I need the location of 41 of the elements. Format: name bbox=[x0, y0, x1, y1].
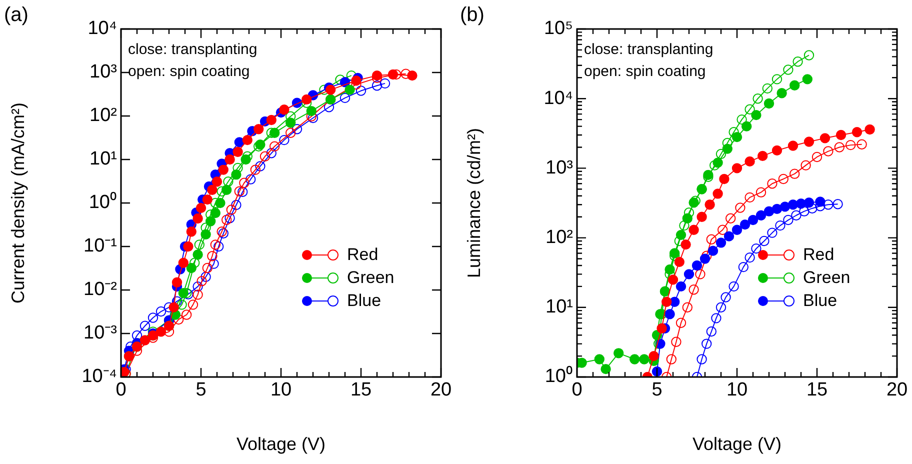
y-tick-label: 10⁴ bbox=[544, 88, 573, 109]
y-tick-label: 10¹ bbox=[546, 296, 573, 318]
y-tick-label: 10⁵ bbox=[544, 18, 573, 40]
y-tick-label: 10³ bbox=[546, 157, 573, 178]
x-axis-title: Voltage (V) bbox=[692, 434, 782, 454]
y-tick-label: 10² bbox=[546, 227, 573, 248]
legend-label: Red bbox=[347, 244, 378, 264]
y-tick-label: 10⁻³ bbox=[84, 322, 117, 344]
y-tick-label: 10⁻² bbox=[84, 279, 117, 300]
y-tick-label: 10⁻¹ bbox=[84, 236, 117, 257]
legend-label: Green bbox=[803, 268, 850, 288]
x-axis-title: Voltage (V) bbox=[236, 434, 326, 454]
y-tick-label: 10³ bbox=[90, 62, 117, 83]
x-tick-label: 20 bbox=[430, 380, 452, 401]
x-tick-label: 0 bbox=[116, 380, 126, 401]
legend-label: Blue bbox=[803, 290, 838, 310]
y-tick-label: 10² bbox=[90, 105, 117, 126]
x-tick-label: 5 bbox=[652, 380, 662, 401]
legend-label: Green bbox=[347, 268, 394, 288]
y-tick-label: 10⁴ bbox=[88, 18, 117, 40]
annotation: close: transplanting bbox=[128, 41, 258, 58]
legend-label: Red bbox=[803, 244, 834, 264]
y-tick-label: 10⁰ bbox=[544, 365, 573, 388]
annotation: open: spin coating bbox=[128, 63, 250, 80]
legend-label: Blue bbox=[347, 290, 382, 310]
x-tick-label: 10 bbox=[726, 380, 748, 401]
annotation: open: spin coating bbox=[584, 63, 706, 80]
x-tick-label: 10 bbox=[270, 380, 292, 401]
x-tick-label: 0 bbox=[572, 380, 582, 401]
chart-title: (b) bbox=[460, 4, 484, 27]
y-axis-title: Current density (mA/cm²) bbox=[8, 102, 28, 304]
y-tick-label: 10¹ bbox=[90, 148, 117, 170]
y-axis-title: Luminance (cd/m²) bbox=[464, 128, 484, 278]
x-tick-label: 20 bbox=[886, 380, 908, 401]
y-tick-label: 10⁻⁴ bbox=[82, 366, 117, 388]
chart-title: (a) bbox=[4, 4, 28, 27]
x-tick-label: 15 bbox=[806, 380, 828, 401]
y-tick-label: 10⁰ bbox=[88, 191, 117, 214]
annotation: close: transplanting bbox=[584, 41, 714, 58]
x-tick-label: 15 bbox=[350, 380, 372, 401]
x-tick-label: 5 bbox=[196, 380, 206, 401]
